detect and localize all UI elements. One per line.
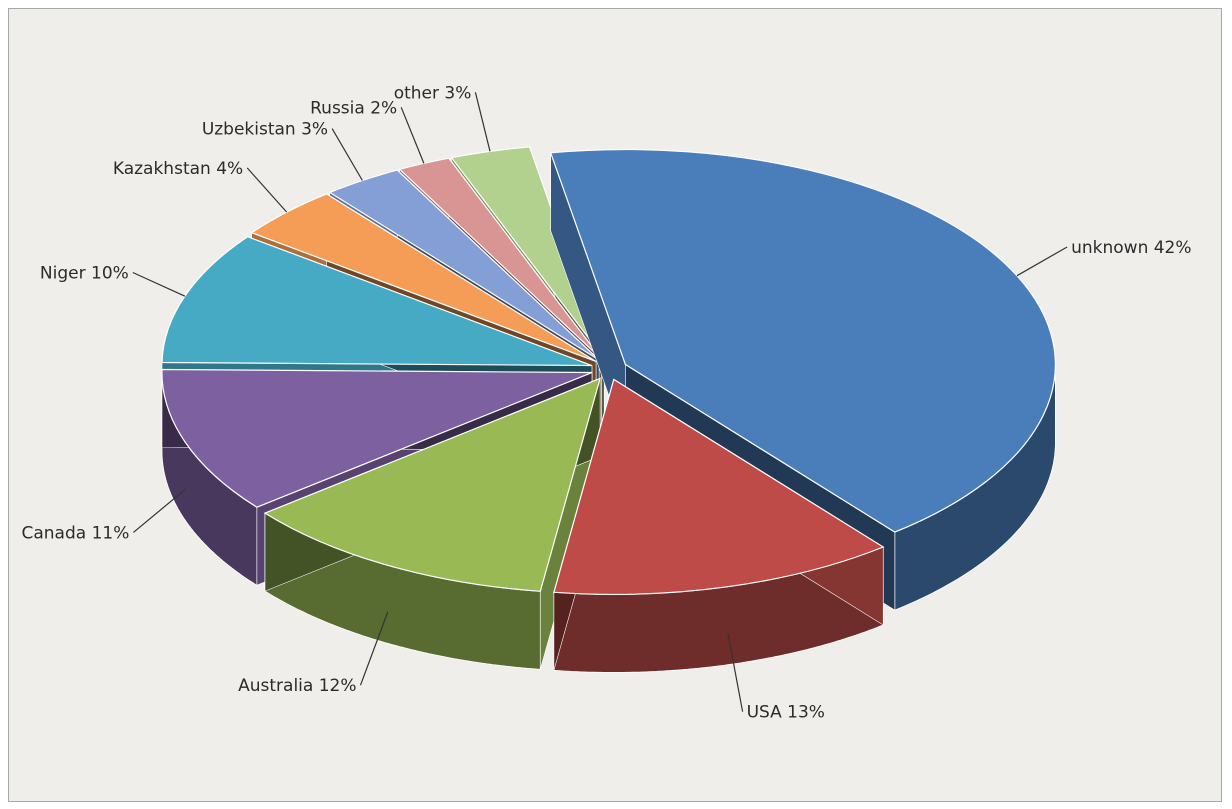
data-label-russia: Russia 2% <box>310 98 397 118</box>
pie-slice-top <box>450 146 605 359</box>
pie-slice-top <box>553 378 885 595</box>
pie-slice-top <box>328 169 600 361</box>
leader-line <box>1016 246 1068 277</box>
data-label-other: other 3% <box>394 83 472 103</box>
data-label-canada: Canada 11% <box>22 523 130 543</box>
data-label-uzbekistan: Uzbekistan 3% <box>202 120 328 140</box>
leader-line <box>132 271 186 297</box>
leader-line <box>359 611 389 686</box>
leader-line <box>246 167 288 213</box>
data-labels: unknown 42% USA 13% Australia 12% Canada 11… <box>22 83 1192 722</box>
pie-slice-top <box>549 148 1056 533</box>
leader-line <box>133 488 186 533</box>
pie-slice-top <box>250 193 597 363</box>
leader-line <box>727 633 744 712</box>
data-label-unknown: unknown 42% <box>1071 238 1191 258</box>
pie-slices <box>161 146 1056 673</box>
pie-slice-australia <box>263 377 602 670</box>
data-label-australia: Australia 12% <box>238 676 356 696</box>
pie-chart: unknown 42% USA 13% Australia 12% Canada 11… <box>22 83 1192 722</box>
data-label-usa: USA 13% <box>747 703 825 723</box>
leader-line <box>331 128 363 181</box>
pie-slice-top <box>161 368 593 508</box>
leader-line <box>474 92 491 152</box>
pie-slice-usa <box>553 378 885 673</box>
data-label-kazakhstan: Kazakhstan 4% <box>113 159 243 179</box>
data-label-niger: Niger 10% <box>40 264 129 284</box>
leader-line <box>400 107 425 164</box>
pie-slice-top <box>263 377 602 592</box>
chart-area: unknown 42% USA 13% Australia 12% Canada 11… <box>8 8 1222 802</box>
